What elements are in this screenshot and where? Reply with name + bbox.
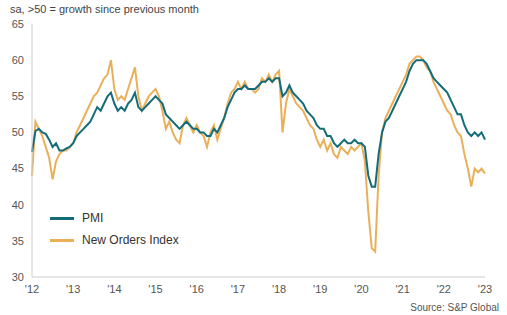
- html-text:New Orders Index: New Orders Index: [82, 233, 179, 247]
- svg-text:'13: '13: [66, 283, 80, 295]
- svg-text:60: 60: [12, 54, 24, 66]
- html-text:PMI: PMI: [82, 211, 104, 225]
- svg-text:'17: '17: [231, 283, 245, 295]
- svg-text:'20: '20: [354, 283, 368, 295]
- html-text:Source: S&P Global: Source: S&P Global: [410, 302, 499, 313]
- svg-text:30: 30: [12, 271, 24, 283]
- svg-text:'16: '16: [190, 283, 204, 295]
- svg-text:65: 65: [12, 18, 24, 30]
- svg-text:50: 50: [12, 126, 24, 138]
- svg-text:40: 40: [12, 199, 24, 211]
- svg-text:45: 45: [12, 162, 24, 174]
- svg-text:35: 35: [12, 235, 24, 247]
- svg-text:'22: '22: [437, 283, 451, 295]
- svg-text:'21: '21: [395, 283, 409, 295]
- svg-text:'23: '23: [478, 283, 492, 295]
- svg-text:'18: '18: [272, 283, 286, 295]
- svg-text:'12: '12: [25, 283, 39, 295]
- svg-text:'15: '15: [148, 283, 162, 295]
- svg-text:55: 55: [12, 90, 24, 102]
- html-text:sa, >50 = growth since previou: sa, >50 = growth since previous month: [10, 3, 199, 15]
- svg-text:'19: '19: [313, 283, 327, 295]
- svg-text:'14: '14: [107, 283, 121, 295]
